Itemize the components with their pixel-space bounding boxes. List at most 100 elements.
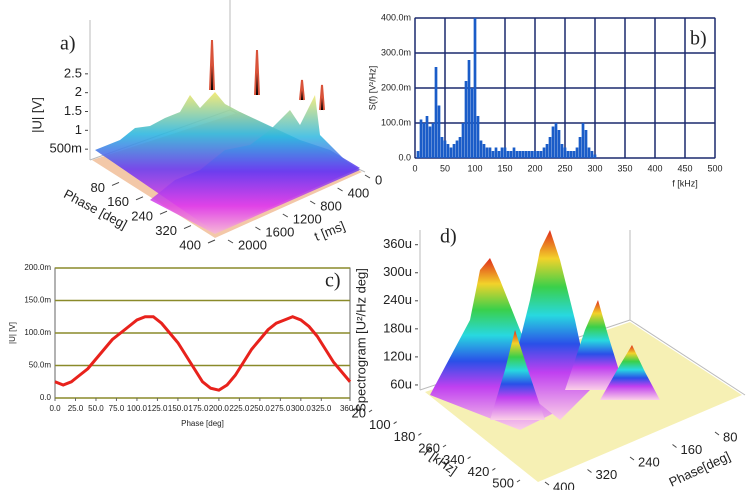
tick-mark [368,409,373,413]
x-tick-label: 400 [179,237,201,252]
panel-label: d) [440,226,457,248]
y-tick-label: 1200 [293,211,322,226]
tick-mark [587,469,592,473]
z-tick-label: 360u [383,236,412,251]
bar [431,123,435,158]
bar [464,81,468,158]
bar [572,151,576,158]
bar [506,151,510,158]
bar [539,151,543,158]
x-tick-label: 100 [467,163,482,173]
bar [518,151,522,158]
x-tick-label: 500 [707,163,722,173]
y-axis-label: |U| [V] [8,322,17,344]
bar [416,151,420,158]
bar [446,144,450,158]
panel-label: c) [325,270,341,292]
bar [473,18,477,158]
x-tick-label: 225.0 [229,404,250,413]
z-tick-label: 2.5 [64,65,82,80]
bar [590,151,594,158]
y-tick-label: 100.0m [24,328,51,337]
y-tick-label: 800 [320,198,342,213]
x-axis-label: f [kHz] [421,444,460,477]
bar [587,147,591,158]
bar [428,126,432,158]
x-tick-label: 150.0 [168,404,189,413]
bar [581,123,585,158]
z-axis-label: Spectrogram [U²/Hz deg] [353,268,368,412]
x-tick-label: 160 [107,194,129,209]
bar [557,130,561,158]
x-tick-label: 100.0 [127,404,148,413]
bar [470,88,474,158]
y-axis-label: S(f) [V²/Hz] [367,66,377,111]
tick-mark [418,432,422,436]
tick-mark [492,467,496,471]
bar [497,151,501,158]
x-tick-label: 50 [440,163,450,173]
tick-mark [629,456,635,461]
y-tick-label: 320 [596,467,618,482]
bar [440,137,444,158]
surface-d [419,230,746,482]
bar [548,137,552,158]
x-tick-label: 0.0 [49,404,61,413]
bar [482,144,486,158]
bar [512,147,516,158]
x-tick-label: 20 [352,405,366,420]
tick-mark [337,187,343,192]
x-tick-label: 300.0 [291,404,312,413]
bar [530,151,534,158]
x-tick-label: 300 [587,163,602,173]
y-tick-label: 200.0m [24,263,51,272]
bar [419,119,423,158]
y-tick-label: 2000 [238,237,267,252]
z-tick-label: 180u [383,320,412,335]
bar [545,144,549,158]
tick-mark [159,210,168,215]
x-tick-label: 320 [155,223,177,238]
z-axis-label: |U| [V] [29,97,44,133]
tick-mark [227,239,234,244]
bar [521,151,525,158]
x-tick-label: 80 [91,180,105,195]
tick-mark [714,431,720,436]
x-tick-label: 450 [677,163,692,173]
bar [488,147,492,158]
bar [593,154,597,158]
surface-a [89,0,366,238]
tick-mark [672,444,677,448]
z-tick-label: 1 [75,122,82,137]
y-tick-label: 0 [375,172,382,187]
x-tick-label: 50.0 [88,404,104,413]
z-tick-label: 300u [383,264,412,279]
panel-label: b) [690,28,707,50]
y-tick-label: 400 [553,479,575,490]
tick-mark [544,481,550,486]
bar [563,147,567,158]
panel-label: a) [60,33,76,55]
tick-mark [111,181,120,186]
x-tick-label: 340 [443,452,465,467]
x-tick-label: 500 [492,475,514,490]
tick-mark [467,456,471,460]
y-tick-label: 240 [638,454,660,469]
x-tick-label: 260 [418,440,440,455]
y-tick-label: 100.0m [381,117,411,127]
x-tick-label: 100 [369,417,391,432]
x-tick-label: 400 [647,163,662,173]
bar [578,137,582,158]
bar [560,144,564,158]
y-tick-label: 0.0 [398,152,411,162]
bar [551,126,555,158]
bar [476,116,480,158]
x-axis-label: f [kHz] [672,178,698,188]
bar [509,151,513,158]
bar [479,140,483,158]
z-tick-label: 240u [383,292,412,307]
y-tick-label: 200.0m [381,82,411,92]
x-tick-label: 350 [617,163,632,173]
y-tick-label: 0.0 [40,393,52,402]
bar [452,144,456,158]
